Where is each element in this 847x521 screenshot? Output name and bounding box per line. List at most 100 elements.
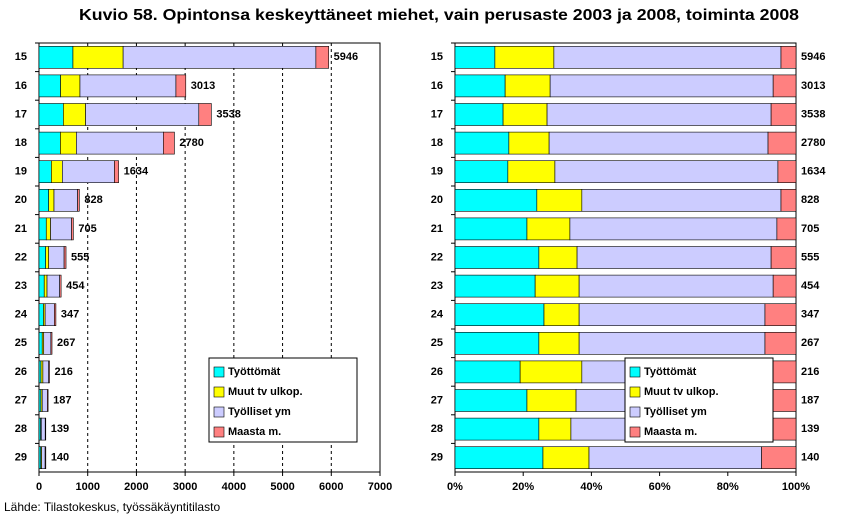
total-label: 1634	[801, 166, 826, 178]
y-tick-label: 24	[15, 309, 28, 321]
total-label: 555	[801, 251, 819, 263]
y-tick-label: 27	[15, 394, 27, 406]
y-tick-label: 20	[15, 194, 27, 206]
legend-label: Työlliset ym	[228, 406, 291, 418]
y-tick-label: 21	[15, 223, 27, 235]
bar-segment	[40, 417, 46, 441]
bar-segment	[534, 274, 580, 298]
bar-segment	[543, 303, 580, 327]
y-tick-label: 18	[431, 137, 443, 149]
bar-segment	[519, 360, 583, 384]
bar-segment	[38, 331, 43, 355]
bar-segment	[50, 331, 53, 355]
x-tick-label: 80%	[717, 481, 739, 493]
bar-segment	[780, 189, 797, 212]
y-tick-label: 28	[431, 423, 443, 435]
bar-segment	[114, 160, 119, 183]
bar-segment	[502, 103, 548, 126]
total-label: 140	[51, 452, 69, 464]
bar-segment	[538, 246, 578, 269]
bar-segment	[553, 45, 782, 69]
legend-swatch	[213, 426, 225, 438]
bar-segment	[454, 246, 540, 269]
y-tick-label: 16	[15, 80, 27, 92]
y-tick-label: 29	[15, 452, 27, 464]
y-tick-label: 15	[15, 51, 27, 63]
x-tick-label: 0	[36, 481, 42, 493]
chart-title: Kuvio 58. Opintonsa keskeyttäneet miehet…	[79, 7, 799, 24]
bar-segment	[454, 74, 506, 98]
total-label: 3013	[191, 80, 215, 92]
total-label: 705	[78, 223, 96, 235]
total-label: 1634	[124, 166, 149, 178]
bar-segment	[51, 160, 63, 183]
x-tick-label: 6000	[319, 481, 343, 493]
bar-segment	[454, 446, 544, 470]
bar-segment	[548, 131, 769, 155]
y-tick-label: 17	[431, 108, 443, 120]
x-tick-label: 40%	[580, 481, 602, 493]
bar-segment	[578, 303, 766, 327]
bar-segment	[526, 389, 577, 412]
y-tick-label: 20	[431, 194, 443, 206]
bar-segment	[315, 45, 329, 69]
bar-segment	[38, 45, 74, 69]
bar-segment	[38, 274, 45, 298]
bar-segment	[454, 131, 510, 155]
legend-swatch	[213, 366, 225, 378]
bar-segment	[45, 246, 49, 269]
bar-segment	[588, 446, 762, 470]
bar-segment	[85, 103, 200, 126]
bar-segment	[581, 189, 782, 212]
bar-segment	[508, 131, 550, 155]
bar-segment	[780, 45, 797, 69]
bar-segment	[578, 331, 766, 355]
bar-segment	[48, 360, 50, 384]
total-label: 454	[801, 280, 820, 292]
bar-segment	[41, 389, 48, 412]
bar-segment	[454, 217, 528, 241]
bar-segment	[777, 160, 797, 183]
bar-segment	[50, 217, 72, 241]
total-label: 187	[801, 394, 819, 406]
y-tick-label: 23	[431, 280, 443, 292]
source-note: Lähde: Tilastokeskus, työssäkäyntitilast…	[4, 500, 220, 514]
bar-segment	[38, 246, 46, 269]
bar-segment	[538, 331, 580, 355]
total-label: 2780	[179, 137, 203, 149]
bar-segment	[454, 360, 521, 384]
bar-segment	[494, 45, 555, 69]
legend-swatch	[629, 426, 641, 438]
bar-segment	[175, 74, 187, 98]
y-tick-label: 17	[15, 108, 27, 120]
bar-segment	[47, 389, 49, 412]
legend-box	[208, 357, 358, 443]
y-tick-label: 23	[15, 280, 27, 292]
bar-segment	[542, 446, 590, 470]
bar-segment	[45, 217, 51, 241]
y-tick-label: 29	[431, 452, 443, 464]
total-label: 3013	[801, 80, 825, 92]
bar-segment	[163, 131, 175, 155]
bar-segment	[63, 246, 67, 269]
bar-segment	[62, 160, 115, 183]
bar-segment	[59, 274, 62, 298]
bar-segment	[454, 45, 496, 69]
x-tick-label: 0%	[447, 481, 463, 493]
bar-segment	[71, 217, 74, 241]
total-label: 187	[53, 394, 71, 406]
y-tick-label: 25	[431, 337, 443, 349]
x-tick-label: 1000	[75, 481, 99, 493]
bar-segment	[38, 303, 44, 327]
legend-label: Työlliset ym	[644, 406, 707, 418]
bar-segment	[198, 103, 212, 126]
x-tick-label: 2000	[124, 481, 148, 493]
bar-segment	[38, 74, 61, 98]
y-tick-label: 28	[15, 423, 27, 435]
bar-segment	[507, 160, 556, 183]
bar-segment	[43, 274, 48, 298]
y-tick-label: 24	[431, 309, 444, 321]
bar-segment	[536, 189, 583, 212]
total-label: 216	[801, 366, 819, 378]
bar-segment	[44, 446, 47, 470]
